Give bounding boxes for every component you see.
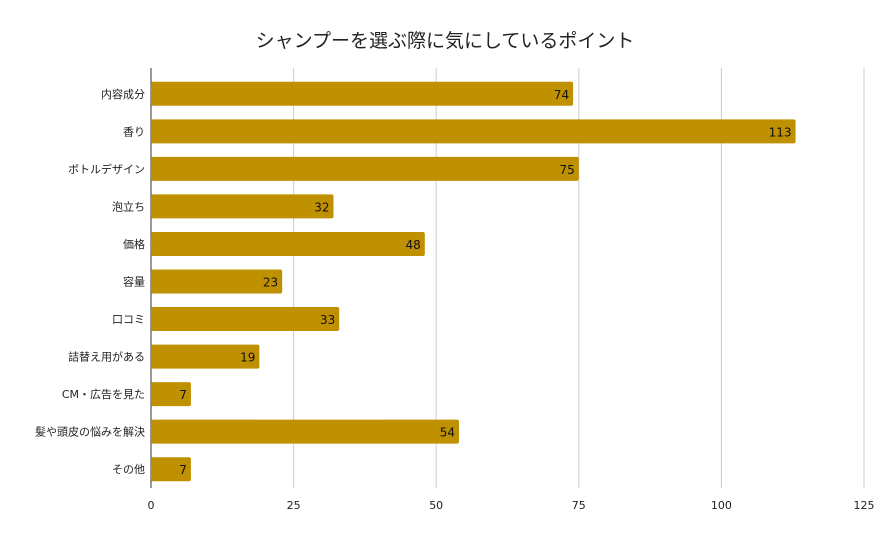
x-tick-label: 100: [711, 499, 732, 512]
category-label: 価格: [123, 237, 145, 251]
bar: [151, 231, 425, 256]
x-tick-label: 50: [429, 499, 443, 512]
data-label: 19: [240, 351, 255, 365]
data-label: 54: [440, 426, 455, 440]
category-label: 容量: [123, 275, 145, 289]
category-label: 髪や頭皮の悩みを解決: [35, 425, 145, 439]
data-label: 23: [263, 276, 278, 290]
x-tick-label: 125: [854, 499, 875, 512]
bar: [151, 269, 283, 294]
data-label: 74: [554, 88, 569, 102]
category-label: 香り: [123, 125, 145, 138]
bar: [151, 382, 191, 407]
x-tick-label: 25: [287, 499, 301, 512]
bar: [151, 419, 460, 444]
category-label: 泡立ち: [112, 199, 145, 213]
category-label: ボトルデザイン: [68, 162, 145, 176]
chart-title: シャンプーを選ぶ際に気にしているポイント: [255, 30, 635, 52]
x-tick-label: 0: [148, 499, 155, 512]
data-label: 75: [560, 163, 575, 177]
bar: [151, 457, 191, 482]
category-label: 口コミ: [112, 313, 145, 326]
x-tick-label: 75: [572, 499, 586, 512]
category-label: 内容成分: [101, 87, 145, 101]
bar: [151, 344, 260, 369]
data-label: 7: [179, 388, 187, 402]
bar: [151, 194, 334, 219]
category-label: その他: [112, 463, 145, 476]
data-label: 32: [314, 200, 329, 214]
data-label: 113: [769, 125, 792, 139]
bar: [151, 156, 579, 181]
data-label: 48: [406, 238, 421, 252]
bar: [151, 81, 574, 106]
bar: [151, 119, 796, 144]
category-label: 詰替え用がある: [68, 350, 145, 364]
data-label: 33: [320, 313, 335, 327]
category-label: CM・広告を見た: [62, 388, 145, 401]
bar: [151, 307, 340, 332]
data-label: 7: [179, 463, 187, 477]
